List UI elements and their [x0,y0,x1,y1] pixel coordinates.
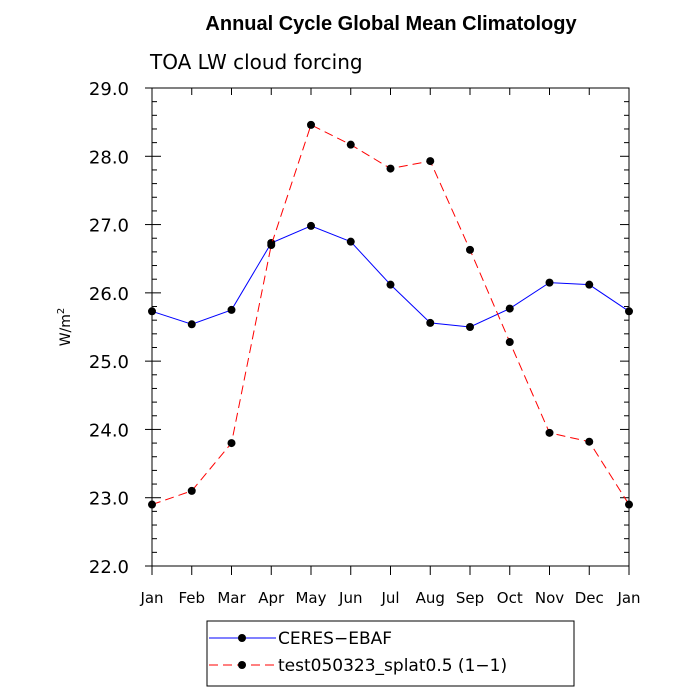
data-point [505,338,514,347]
y-tick-labels: 22.0 23.0 24.0 25.0 26.0 27.0 28.0 29.0 [89,79,129,578]
data-point [505,304,514,313]
x-tick-label: Aug [416,589,445,607]
data-point [187,320,196,329]
x-tick-label: Jul [380,589,399,607]
data-point [346,237,355,246]
data-point [545,278,554,287]
y-tick-label: 23.0 [89,489,129,510]
data-point [307,221,315,230]
series-line-1 [151,124,630,506]
series-group [148,120,633,509]
legend-label-ceres: CERES−EBAF [278,629,392,649]
chart-title: Annual Cycle Global Mean Climatology [205,13,577,35]
y-axis-label: W/m2 [56,308,74,347]
x-tick-label: Jun [338,589,362,607]
axis-ticks [145,87,630,575]
data-point [148,500,156,509]
y-tick-label: 22.0 [89,557,129,578]
y-tick-label: 24.0 [89,420,129,441]
data-point [307,120,315,129]
data-point [346,140,355,149]
data-point [187,486,196,495]
legend-marker-test [238,661,246,669]
x-tick-label: Jan [139,589,163,607]
x-tick-label: May [295,589,326,607]
x-tick-label: Oct [497,589,523,607]
y-axis-label-text: W/m [58,314,74,346]
x-tick-label: Sep [456,589,484,607]
x-tick-label: Nov [535,589,564,607]
y-tick-label: 27.0 [89,216,129,237]
y-tick-label: 28.0 [89,147,129,168]
legend-label-test: test050323_splat0.5 (1−1) [278,656,507,676]
data-point [426,318,435,327]
y-tick-label: 29.0 [89,79,129,100]
x-tick-label: Feb [178,589,205,607]
data-point [426,157,435,166]
data-point [148,307,156,316]
data-point [585,280,594,289]
data-point [545,428,554,437]
series-line-0 [151,225,630,328]
x-tick-label: Mar [217,589,246,607]
plot-frame [151,87,630,567]
y-tick-label: 25.0 [89,352,129,373]
data-point [585,437,594,446]
data-point [386,164,395,173]
data-point [267,241,276,250]
legend-marker-ceres [238,634,246,642]
x-tick-label: Dec [575,589,604,607]
y-axis-label-superscript: 2 [56,308,67,314]
y-tick-label: 26.0 [89,284,129,305]
data-point [466,323,474,331]
legend-box [206,620,575,687]
chart-subtitle: TOA LW cloud forcing [149,50,363,74]
data-point [227,439,236,448]
data-point [386,280,395,289]
data-point [625,500,633,509]
x-tick-label: Jan [616,589,640,607]
x-tick-label: Apr [258,589,285,607]
data-point [227,305,236,314]
data-point [625,307,633,316]
x-tick-labels: Jan Feb Mar Apr May Jun Jul Aug Sep Oct Nov Dec Jan [139,589,640,607]
data-point [466,245,474,254]
